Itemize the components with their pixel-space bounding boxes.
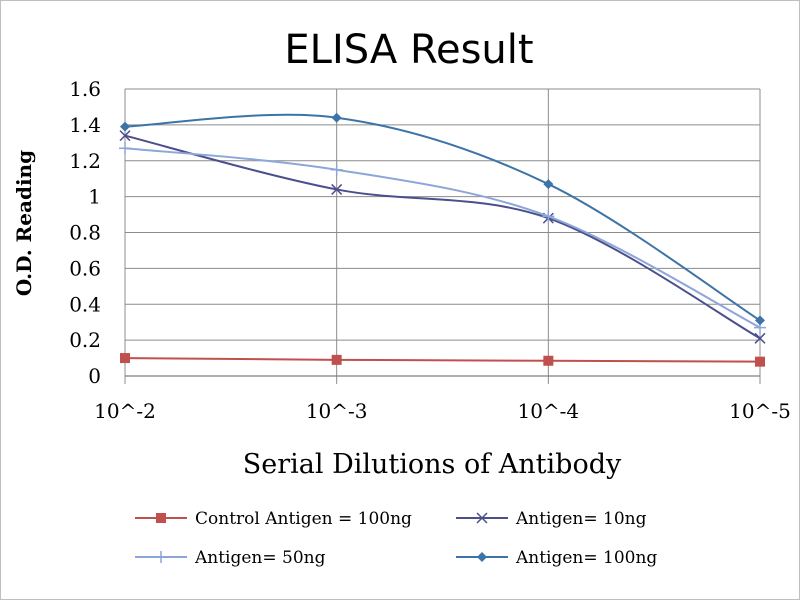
data-point	[755, 315, 765, 326]
series-line	[124, 147, 761, 329]
series-1	[119, 130, 766, 344]
legend-item: Antigen= 100ng	[456, 548, 657, 568]
legend-item: Control Antigen = 100ng	[135, 509, 412, 529]
y-tick-label: 0.2	[69, 328, 101, 352]
x-tick-label: 10^-2	[94, 399, 156, 423]
legend-marker	[476, 512, 488, 524]
data-point	[331, 183, 343, 195]
y-axis-title: O.D. Reading	[12, 150, 36, 296]
series-line	[124, 134, 761, 340]
data-point	[331, 112, 342, 123]
legend-marker	[155, 551, 167, 563]
series-3	[120, 112, 765, 326]
data-point	[119, 130, 131, 142]
legend: Control Antigen = 100ng Antigen= 10ng Anti…	[135, 509, 657, 568]
x-tick-label: 10^-4	[517, 399, 579, 423]
data-point	[120, 121, 130, 132]
legend-item: Antigen= 10ng	[456, 509, 647, 529]
y-tick-label: 1	[88, 185, 101, 209]
data-point	[755, 356, 765, 367]
y-tick-label: 0.8	[69, 221, 101, 245]
data-point	[119, 142, 131, 155]
y-tick-label: 1.4	[69, 113, 101, 137]
legend-item: Antigen= 50ng	[135, 548, 326, 568]
legend-label: Control Antigen = 100ng	[195, 509, 412, 529]
data-point	[330, 163, 343, 176]
x-axis-title: Serial Dilutions of Antibody	[243, 449, 622, 480]
y-tick-label: 0	[88, 364, 101, 388]
series-layer	[119, 112, 766, 367]
y-tick-label: 0.6	[69, 256, 101, 280]
x-tick-label: 10^-3	[306, 399, 368, 423]
data-point	[543, 179, 554, 190]
legend-label: Antigen= 100ng	[515, 548, 657, 568]
data-point	[331, 354, 342, 365]
legend-label: Antigen= 10ng	[515, 509, 647, 529]
y-tick-label: 0.4	[69, 292, 101, 316]
data-point	[543, 355, 554, 366]
y-tick-label: 1.2	[69, 149, 101, 173]
data-point	[120, 353, 130, 364]
chart-title: ELISA Result	[284, 27, 533, 73]
legend-marker	[477, 552, 487, 562]
grid-layer: 0 0.2 0.4 0.6 0.8 1 1.2 1.4 1.6 10^-2 10^-3 10^-4 10…	[69, 77, 791, 423]
series-0	[120, 353, 765, 367]
series-2	[119, 142, 766, 334]
data-point	[542, 210, 555, 223]
legend-marker	[156, 513, 166, 523]
legend-label: Antigen= 50ng	[194, 548, 326, 568]
x-tick-label: 10^-5	[729, 399, 791, 423]
series-line	[124, 357, 761, 363]
data-point	[754, 332, 766, 344]
series-line	[124, 113, 761, 322]
y-tick-label: 1.6	[69, 77, 101, 101]
